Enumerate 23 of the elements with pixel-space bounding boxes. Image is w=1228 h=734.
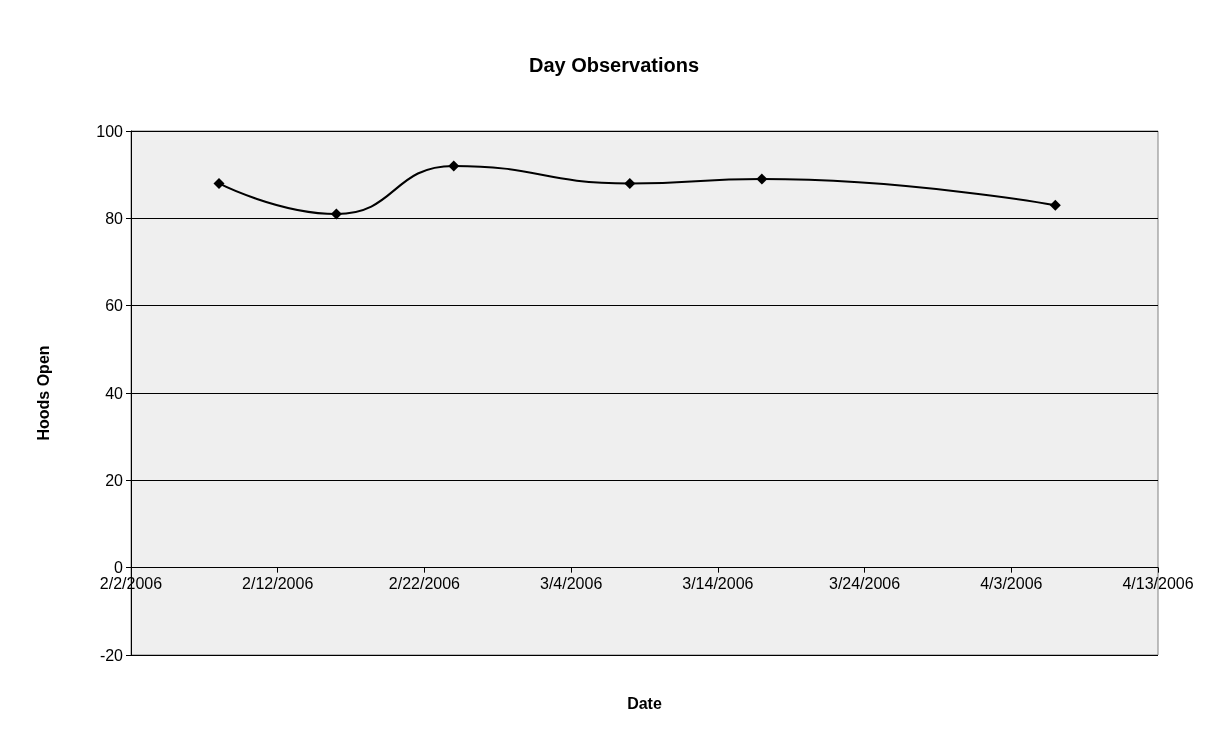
point [448, 160, 460, 172]
y-tick-label: 0 [114, 559, 124, 577]
point [1049, 199, 1061, 211]
y-tick-label: 40 [105, 384, 124, 402]
y-axis-title: Hoods Open [34, 345, 52, 441]
x-tick-label: 4/13/2006 [1122, 575, 1194, 593]
y-tick-label: 100 [96, 122, 124, 140]
point [756, 173, 768, 185]
x-tick-label: 2/12/2006 [242, 575, 314, 593]
y-tick-label: 20 [105, 471, 124, 489]
x-tick-label: 3/24/2006 [828, 575, 901, 593]
x-tick-label: 4/3/2006 [980, 575, 1043, 593]
y-tick-label: 60 [105, 297, 124, 315]
x-tick-label: 3/4/2006 [540, 575, 603, 593]
point [213, 177, 225, 189]
point [624, 177, 636, 189]
chart-title: Day Observations [528, 54, 700, 76]
x-axis-title: Date [627, 694, 662, 712]
point [330, 208, 342, 220]
y-tick-label: 80 [105, 209, 124, 227]
x-tick-label: 2/22/2006 [388, 575, 461, 593]
y-tick-label: -20 [99, 646, 124, 664]
x-tick-label: 3/14/2006 [682, 575, 754, 593]
